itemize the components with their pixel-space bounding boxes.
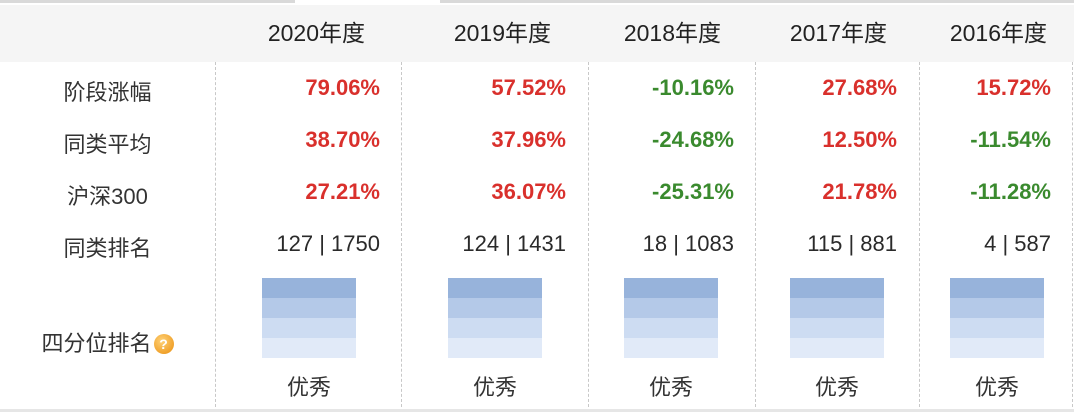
quartile-block xyxy=(790,278,884,298)
row-label: 沪深300 xyxy=(67,184,148,209)
cell-value: 15.72% xyxy=(976,75,1051,100)
quartile-block xyxy=(448,298,542,318)
quartile-label: 优秀 xyxy=(648,375,693,400)
quartile-label: 优秀 xyxy=(814,375,859,400)
cell-value: -11.54% xyxy=(970,127,1051,152)
quartile-block xyxy=(790,338,884,358)
quartile-block xyxy=(262,278,356,298)
quartile-block xyxy=(262,298,356,318)
cell-value: 79.06% xyxy=(305,75,380,100)
quartile-bar xyxy=(262,278,356,358)
quartile-block xyxy=(448,338,542,358)
quartile-block xyxy=(790,318,884,338)
column-header-2016: 2016年度 xyxy=(949,20,1047,46)
row-label-text: 四分位排名 xyxy=(41,331,152,356)
row-label: 同类排名 xyxy=(63,236,152,261)
column-divider xyxy=(215,62,216,412)
cell-value: 27.68% xyxy=(822,75,897,100)
quartile-block xyxy=(950,338,1044,358)
quartile-label: 优秀 xyxy=(286,375,331,400)
table-bottom-border xyxy=(0,409,1074,412)
quartile-block xyxy=(790,298,884,318)
column-header-2020: 2020年度 xyxy=(267,20,365,46)
column-header-2019: 2019年度 xyxy=(453,20,551,46)
column-divider xyxy=(401,62,402,412)
quartile-bar xyxy=(950,278,1044,358)
quartile-block xyxy=(624,278,718,298)
quartile-block xyxy=(262,338,356,358)
quartile-block xyxy=(448,318,542,338)
cell-value: -10.16% xyxy=(652,75,734,100)
cell-value: 12.50% xyxy=(822,127,897,152)
quartile-label: 优秀 xyxy=(974,375,1019,400)
cell-value: 21.78% xyxy=(822,179,897,204)
cell-value: 124 | 1431 xyxy=(462,231,566,256)
quartile-block xyxy=(624,318,718,338)
column-divider xyxy=(755,62,756,412)
quartile-block xyxy=(624,298,718,318)
column-divider xyxy=(588,62,589,412)
help-icon[interactable]: ? xyxy=(153,334,174,354)
top-strip xyxy=(0,0,1074,4)
quartile-block xyxy=(262,318,356,338)
cell-value: 127 | 1750 xyxy=(276,231,380,256)
cell-value: -11.28% xyxy=(970,179,1051,204)
quartile-block xyxy=(624,338,718,358)
quartile-block xyxy=(950,318,1044,338)
cell-value: 4 | 587 xyxy=(984,231,1051,256)
tab-underline xyxy=(440,0,1074,3)
cell-value: 36.07% xyxy=(491,179,566,204)
cell-value: -24.68% xyxy=(652,127,734,152)
cell-value: 37.96% xyxy=(491,127,566,152)
cell-value: 18 | 1083 xyxy=(642,231,734,256)
cell-value: 27.21% xyxy=(305,179,380,204)
row-label: 四分位排名? xyxy=(0,326,215,358)
cell-value: 57.52% xyxy=(491,75,566,100)
table-header: 2020年度 2019年度 2018年度 2017年度 2016年度 xyxy=(0,5,1074,62)
row-label: 阶段涨幅 xyxy=(63,80,152,105)
quartile-block xyxy=(950,298,1044,318)
quartile-block xyxy=(448,278,542,298)
column-divider xyxy=(1072,62,1073,412)
quartile-bar xyxy=(790,278,884,358)
tab-underline xyxy=(0,0,295,3)
quartile-label: 优秀 xyxy=(472,375,517,400)
quartile-bar xyxy=(448,278,542,358)
column-header-2018: 2018年度 xyxy=(623,20,721,46)
cell-value: 115 | 881 xyxy=(807,231,897,256)
column-divider xyxy=(919,62,920,412)
column-header-2017: 2017年度 xyxy=(789,20,887,46)
cell-value: -25.31% xyxy=(652,179,734,204)
quartile-block xyxy=(950,278,1044,298)
cell-value: 38.70% xyxy=(305,127,380,152)
quartile-bar xyxy=(624,278,718,358)
row-label: 同类平均 xyxy=(63,132,152,157)
